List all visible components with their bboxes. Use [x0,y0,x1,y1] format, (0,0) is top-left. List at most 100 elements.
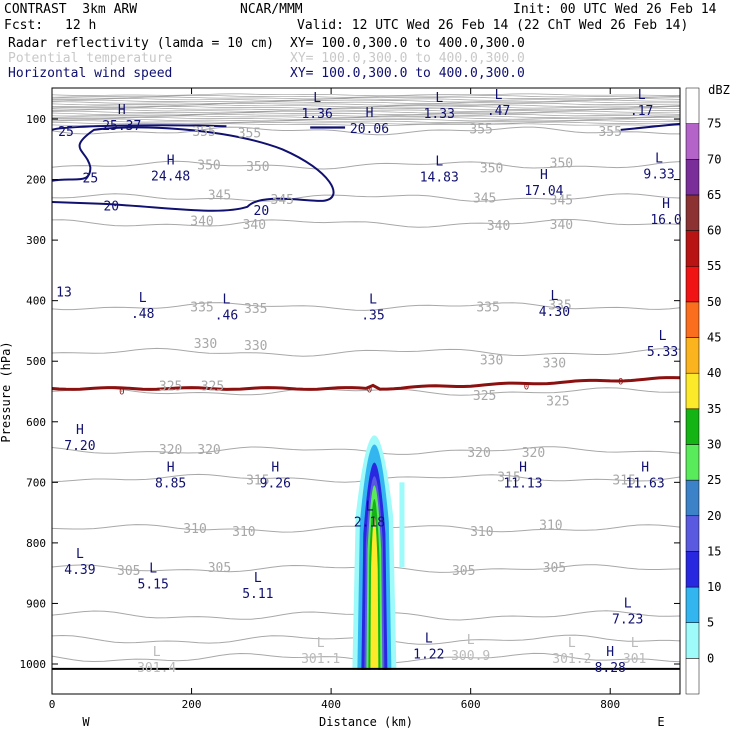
extremum-value: 20.06 [350,122,389,137]
theta-label-340: 340 [190,215,213,230]
extremum-type-L: L [76,547,84,562]
theta-label-340: 340 [550,218,573,233]
colorbar-swatch [685,372,700,410]
theta-label-310: 310 [183,522,206,537]
theta-label-330: 330 [244,339,267,354]
fcst-label: Fcst: [4,18,44,33]
y-axis-label: Pressure (hPa) [0,341,13,442]
extremum-value: 8.28 [595,661,626,676]
extremum-type-H: H [519,460,527,475]
stratosphere-line [52,98,680,101]
extremum-value: .46 [215,309,238,324]
stratosphere-line [52,120,680,123]
theta-label-330: 330 [194,337,217,352]
theta-label-330: 330 [543,356,566,371]
colorbar-swatch [685,159,700,196]
stratosphere-line [52,107,680,111]
extremum-value: 13 [56,286,72,301]
reflectivity-anvil-patch [399,482,405,568]
extremum-value: 4.39 [64,563,95,578]
theta-label-310: 310 [470,525,493,540]
field-name-wind: Horizontal wind speed [8,66,173,81]
extremum-value: 300.9 [451,649,490,664]
stratosphere-line [52,93,680,97]
theta-label-330: 330 [480,353,503,368]
stratosphere-line [52,101,680,104]
extremum-type-H: H [167,153,175,168]
colorbar-level-label: 75 [707,117,721,131]
extremum-value: 11.13 [503,476,542,491]
extremum-type-L: L [153,645,161,660]
stratosphere-line [52,99,680,103]
colorbar-level-label: 30 [707,437,721,451]
stratosphere-theta-lines [52,93,680,126]
extremum-value: 5.15 [138,577,169,592]
extremum-value: 301.2 [552,652,591,667]
extremum-type-L: L [659,329,667,344]
extremum-value: 301.4 [137,661,176,676]
stratosphere-line [52,95,680,98]
wind-contours [52,122,680,212]
theta-label-325: 325 [546,395,569,410]
y-tick-label: 500 [26,355,46,368]
stratosphere-line [52,113,680,117]
extremum-type-H: H [167,460,175,475]
theta-label-305: 305 [452,564,475,579]
theta-label-355: 355 [469,123,492,138]
theta-label-350: 350 [197,158,220,173]
extremum-type-L: L [425,632,433,647]
theta-label-315: 315 [497,470,520,485]
extremum-value: 5.33 [647,345,678,360]
extremum-type-L: L [624,597,632,612]
wind-label-25: 25 [58,125,74,140]
theta-label-335: 335 [548,298,571,313]
x-end-label-west: W [82,715,90,729]
extremum-type-L: L [638,88,646,103]
colorbar-swatch [685,265,700,303]
theta-label-350: 350 [480,161,503,176]
y-tick-label: 300 [26,234,46,247]
stratosphere-line [52,117,680,120]
theta-label-345: 345 [271,193,294,208]
theta-label-340: 340 [243,218,266,233]
y-tick-label: 900 [26,597,46,610]
colorbar-swatch [685,622,700,659]
colorbar-level-label: 40 [707,366,721,380]
theta-label-345: 345 [550,194,573,209]
colorbar-swatch [685,301,700,338]
extremum-type-H: H [606,645,614,660]
extremum-type-L: L [139,291,147,306]
stratosphere-line [52,121,680,125]
extremum-type-L: L [313,91,321,106]
theta-label-355: 355 [238,126,261,141]
reflectivity-shading [352,435,405,671]
theta-contour-330 [52,347,680,357]
extremum-value: 14.83 [420,171,459,186]
extremum-value: 1.22 [413,648,444,663]
wind-contour-25 [52,126,335,212]
theta-label-345: 345 [473,192,496,207]
field-name-reflectivity: Radar reflectivity (lamda = 10 cm) [8,36,275,51]
extremum-type-L: L [149,561,157,576]
extremum-type-H: H [540,168,548,183]
zero-contour-line [52,376,680,391]
wind-label-20: 20 [254,204,270,219]
extremum-value: 24.48 [151,169,190,184]
extremum-type-H: H [641,460,649,475]
extremum-type-L: L [655,151,663,166]
colorbar-level-label: 70 [707,152,721,166]
stratosphere-line [52,115,680,119]
extremum-value: 16.0 [650,213,681,228]
extremum-value: .17 [630,104,653,119]
stratosphere-line [52,118,680,122]
extremum-type-H: H [366,106,374,121]
wind-label-20: 20 [103,200,119,215]
stratosphere-line [52,104,680,108]
x-tick-label: 400 [321,698,341,711]
theta-label-325: 325 [159,379,182,394]
colorbar-swatch [685,444,700,481]
theta-label-355: 355 [192,125,215,140]
colorbar-level-label: 15 [707,544,721,558]
extremum-type-H: H [662,197,670,212]
